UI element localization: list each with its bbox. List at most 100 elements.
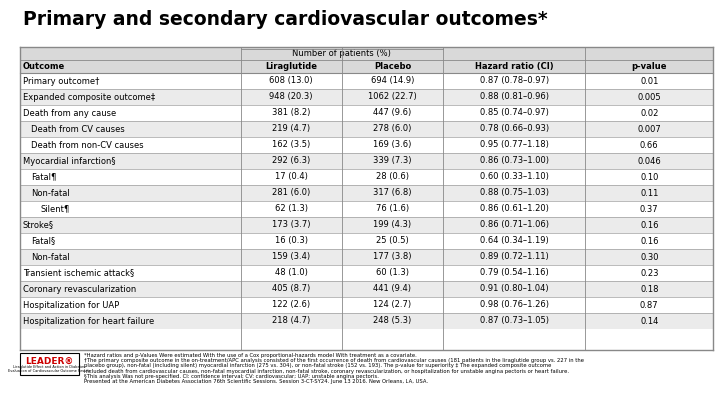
Text: placebo group), non-fatal (including silent) myocardial infarction (275 vs. 304): placebo group), non-fatal (including sil… [84,363,552,369]
Text: 0.18: 0.18 [640,284,659,294]
Text: Presented at the American Diabetes Association 76th Scientific Sessions. Session: Presented at the American Diabetes Assoc… [84,379,428,384]
Text: Hospitalization for heart failure: Hospitalization for heart failure [22,316,154,326]
Text: 0.86 (0.73–1.00): 0.86 (0.73–1.00) [480,156,549,166]
Text: 0.78 (0.66–0.93): 0.78 (0.66–0.93) [480,124,549,134]
Text: 608 (13.0): 608 (13.0) [269,77,313,85]
Bar [19,89,713,105]
Text: 169 (3.6): 169 (3.6) [373,141,412,149]
Text: Primary outcome†: Primary outcome† [22,77,99,85]
Text: 218 (4.7): 218 (4.7) [272,316,310,326]
Text: 292 (6.3): 292 (6.3) [272,156,310,166]
Text: Number of patients (%): Number of patients (%) [292,49,391,58]
Text: Death from any cause: Death from any cause [22,109,116,117]
Text: 124 (2.7): 124 (2.7) [374,301,411,309]
Bar [19,47,713,73]
Bar [19,47,713,350]
Text: 28 (0.6): 28 (0.6) [376,173,409,181]
Text: 0.95 (0.77–1.18): 0.95 (0.77–1.18) [480,141,549,149]
Text: Expanded composite outcome‡: Expanded composite outcome‡ [22,92,155,102]
Text: Outcome: Outcome [22,62,65,71]
Text: 162 (3.5): 162 (3.5) [272,141,310,149]
Text: 0.88 (0.75–1.03): 0.88 (0.75–1.03) [480,188,549,198]
Text: 441 (9.4): 441 (9.4) [374,284,411,294]
Text: 0.005: 0.005 [637,92,661,102]
Text: Silent¶: Silent¶ [40,205,70,213]
Text: 17 (0.4): 17 (0.4) [275,173,307,181]
Text: 447 (9.6): 447 (9.6) [373,109,412,117]
Text: 48 (1.0): 48 (1.0) [275,269,307,277]
Text: Hospitalization for UAP: Hospitalization for UAP [22,301,119,309]
Text: 381 (8.2): 381 (8.2) [272,109,310,117]
Text: 0.91 (0.80–1.04): 0.91 (0.80–1.04) [480,284,549,294]
Bar [19,121,713,137]
Text: 278 (6.0): 278 (6.0) [373,124,412,134]
Text: 62 (1.3): 62 (1.3) [275,205,307,213]
Text: Death from CV causes: Death from CV causes [32,124,125,134]
Text: 0.86 (0.61–1.20): 0.86 (0.61–1.20) [480,205,549,213]
Text: 0.02: 0.02 [640,109,659,117]
Text: 0.87: 0.87 [640,301,659,309]
Text: Hazard ratio (CI): Hazard ratio (CI) [475,62,554,71]
Text: 1062 (22.7): 1062 (22.7) [368,92,417,102]
Text: 0.10: 0.10 [640,173,659,181]
Text: Non-fatal: Non-fatal [32,252,70,262]
Text: Coronary revascularization: Coronary revascularization [22,284,136,294]
Bar [19,153,713,169]
Text: Stroke§: Stroke§ [22,220,53,230]
Text: Non-fatal: Non-fatal [32,188,70,198]
Text: included death from cardiovascular causes, non-fatal myocardial infarction, non-: included death from cardiovascular cause… [84,369,570,373]
Text: Primary and secondary cardiovascular outcomes*: Primary and secondary cardiovascular out… [22,10,547,29]
Text: 177 (3.8): 177 (3.8) [373,252,412,262]
Text: 16 (0.3): 16 (0.3) [275,237,307,245]
Text: 0.14: 0.14 [640,316,659,326]
Bar [19,185,713,201]
Bar [19,281,713,297]
Bar [19,217,713,233]
Text: 0.98 (0.76–1.26): 0.98 (0.76–1.26) [480,301,549,309]
Text: 173 (3.7): 173 (3.7) [272,220,310,230]
Text: 0.86 (0.71–1.06): 0.86 (0.71–1.06) [480,220,549,230]
Bar [19,313,713,329]
Bar [19,249,713,265]
Text: †The primary composite outcome in the on-treatment/APC analysis consisted of the: †The primary composite outcome in the on… [84,358,585,363]
Text: Placebo: Placebo [374,62,411,71]
Text: §This analysis Was not pre-specified. CI: confidence interval; CV: cardiovascula: §This analysis Was not pre-specified. CI… [84,374,379,379]
Text: 25 (0.5): 25 (0.5) [376,237,409,245]
Text: LEADER®: LEADER® [25,357,73,366]
Text: 0.30: 0.30 [640,252,659,262]
Text: Death from non-CV causes: Death from non-CV causes [32,141,144,149]
Text: 0.87 (0.73–1.05): 0.87 (0.73–1.05) [480,316,549,326]
Text: 0.16: 0.16 [640,237,659,245]
Text: 219 (4.7): 219 (4.7) [272,124,310,134]
Text: 694 (14.9): 694 (14.9) [371,77,414,85]
Text: Myocardial infarction§: Myocardial infarction§ [22,156,115,166]
Text: Fatal¶: Fatal¶ [32,173,57,181]
Text: p-value: p-value [631,62,667,71]
Text: 0.87 (0.78–0.97): 0.87 (0.78–0.97) [480,77,549,85]
Text: 0.85 (0.74–0.97): 0.85 (0.74–0.97) [480,109,549,117]
Text: Liraglutide: Liraglutide [265,62,318,71]
Text: 948 (20.3): 948 (20.3) [269,92,313,102]
Bar [19,353,78,375]
Text: 0.60 (0.33–1.10): 0.60 (0.33–1.10) [480,173,549,181]
Text: 76 (1.6): 76 (1.6) [376,205,409,213]
Text: 0.16: 0.16 [640,220,659,230]
Text: 0.89 (0.72–1.11): 0.89 (0.72–1.11) [480,252,549,262]
Text: 0.66: 0.66 [640,141,659,149]
Text: 0.007: 0.007 [637,124,661,134]
Text: 0.01: 0.01 [640,77,659,85]
Text: 405 (8.7): 405 (8.7) [272,284,310,294]
Text: *Hazard ratios and p-Values Were estimated With the use of a Cox proportional-ha: *Hazard ratios and p-Values Were estimat… [84,353,417,358]
Text: 0.23: 0.23 [640,269,659,277]
Text: 0.11: 0.11 [640,188,659,198]
Text: Transient ischemic attack§: Transient ischemic attack§ [22,269,134,277]
Text: 0.64 (0.34–1.19): 0.64 (0.34–1.19) [480,237,549,245]
Text: 0.88 (0.81–0.96): 0.88 (0.81–0.96) [480,92,549,102]
Text: 0.79 (0.54–1.16): 0.79 (0.54–1.16) [480,269,549,277]
Text: 60 (1.3): 60 (1.3) [376,269,409,277]
Text: 281 (6.0): 281 (6.0) [272,188,310,198]
Text: 339 (7.3): 339 (7.3) [373,156,412,166]
Text: 317 (6.8): 317 (6.8) [373,188,412,198]
Text: 199 (4.3): 199 (4.3) [374,220,411,230]
Text: 122 (2.6): 122 (2.6) [272,301,310,309]
